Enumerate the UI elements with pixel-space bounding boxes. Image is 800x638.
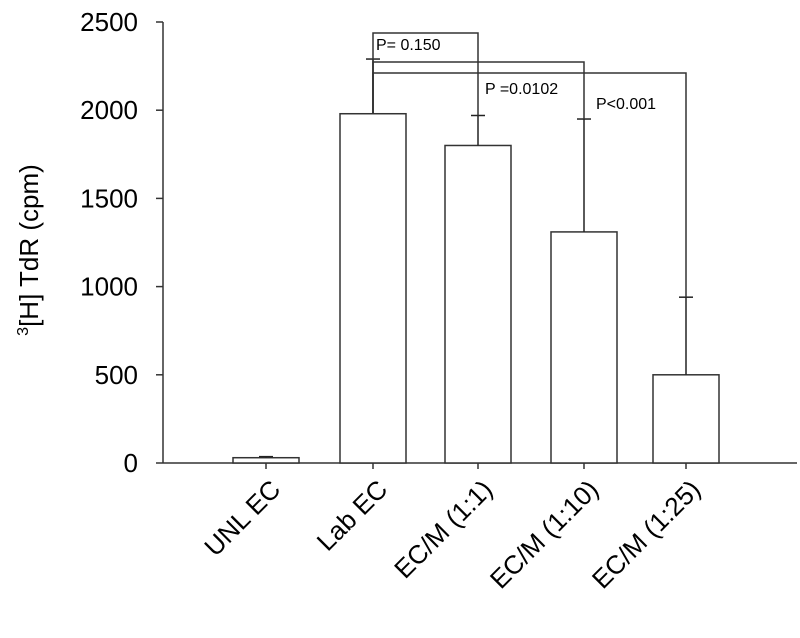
x-category-label: EC/M (1:25) (586, 474, 706, 594)
y-axis-label: 3[H] TdR (cpm) (14, 164, 44, 336)
p-value-label: P= 0.150 (376, 37, 441, 54)
bar (444, 144, 512, 464)
bar (652, 374, 720, 464)
bars (232, 112, 720, 464)
y-tick-label: 2500 (80, 7, 138, 37)
y-tick-label: 1500 (80, 183, 138, 213)
significance-bracket (372, 72, 687, 298)
x-category-label: UNL EC (198, 474, 286, 562)
y-tick-label: 0 (124, 448, 138, 478)
bar (339, 112, 407, 464)
x-category-label: Lab EC (311, 474, 394, 557)
x-category-label: EC/M (1:1) (388, 474, 498, 584)
p-value-labels: P= 0.150 P =0.0102 P<0.001 (376, 37, 656, 113)
y-axis-label-text: [H] TdR (cpm) (14, 164, 44, 327)
significance-brackets (372, 32, 687, 298)
bar (232, 456, 300, 464)
p-value-label: P =0.0102 (485, 81, 558, 98)
y-tick-label: 500 (95, 360, 138, 390)
y-tick-label: 2000 (80, 95, 138, 125)
y-axis-label-superscript: 3 (15, 327, 32, 336)
y-tick-label: 1000 (80, 272, 138, 302)
bar (550, 231, 618, 464)
y-tick-labels: 0 500 1000 1500 2000 2500 (80, 7, 138, 478)
x-category-label: EC/M (1:10) (484, 474, 604, 594)
p-value-label: P<0.001 (596, 96, 656, 113)
